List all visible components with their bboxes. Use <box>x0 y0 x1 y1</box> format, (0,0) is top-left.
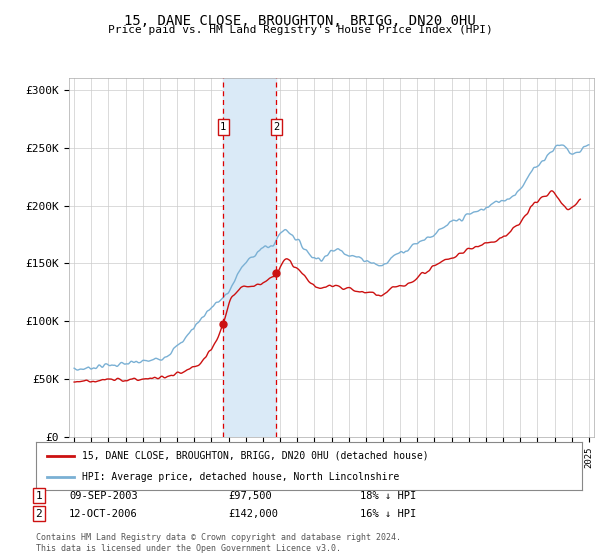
Text: 18% ↓ HPI: 18% ↓ HPI <box>360 491 416 501</box>
Bar <box>223 78 277 437</box>
Text: 2: 2 <box>274 122 280 132</box>
Text: 09-SEP-2003: 09-SEP-2003 <box>69 491 138 501</box>
Text: 2: 2 <box>35 508 43 519</box>
Text: 15, DANE CLOSE, BROUGHTON, BRIGG, DN20 0HU: 15, DANE CLOSE, BROUGHTON, BRIGG, DN20 0… <box>124 14 476 28</box>
Text: 1: 1 <box>220 122 226 132</box>
Text: 15, DANE CLOSE, BROUGHTON, BRIGG, DN20 0HU (detached house): 15, DANE CLOSE, BROUGHTON, BRIGG, DN20 0… <box>82 451 429 461</box>
Text: Contains HM Land Registry data © Crown copyright and database right 2024.
This d: Contains HM Land Registry data © Crown c… <box>36 533 401 553</box>
Text: £97,500: £97,500 <box>228 491 272 501</box>
Text: 1: 1 <box>35 491 43 501</box>
Text: 16% ↓ HPI: 16% ↓ HPI <box>360 508 416 519</box>
Text: 12-OCT-2006: 12-OCT-2006 <box>69 508 138 519</box>
Text: £142,000: £142,000 <box>228 508 278 519</box>
Text: HPI: Average price, detached house, North Lincolnshire: HPI: Average price, detached house, Nort… <box>82 472 400 482</box>
Text: Price paid vs. HM Land Registry's House Price Index (HPI): Price paid vs. HM Land Registry's House … <box>107 25 493 35</box>
